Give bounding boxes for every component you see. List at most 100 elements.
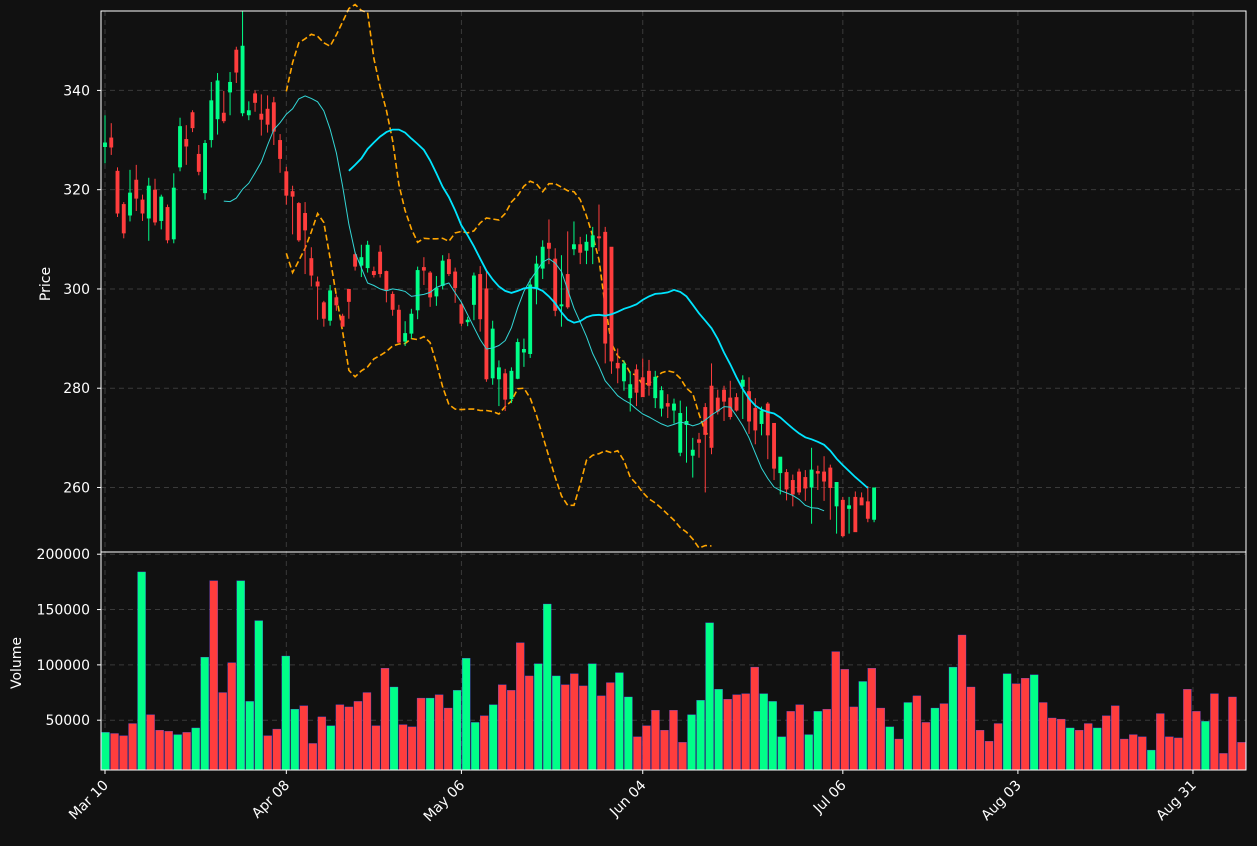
volume-bar — [651, 710, 660, 771]
volume-bar — [398, 724, 408, 771]
volume-bar — [714, 689, 723, 771]
volume-bar — [182, 732, 191, 771]
candle-body — [146, 185, 151, 219]
volume-bar — [732, 694, 741, 771]
volume-bar — [822, 708, 831, 771]
volume-bar — [1228, 696, 1237, 771]
candle-body — [221, 112, 226, 122]
price-panel: 260 280 300 320 340 Price — [38, 3, 1247, 553]
volume-bar — [876, 707, 886, 771]
volume-bar — [615, 672, 624, 771]
price-axis-label: Price — [38, 267, 54, 301]
candle-body — [603, 231, 608, 344]
candle-body — [765, 403, 770, 436]
volume-bar — [1156, 713, 1165, 771]
candle-body — [628, 384, 633, 399]
moving-averages — [223, 95, 869, 512]
candle-body — [828, 467, 833, 488]
candle-body — [190, 112, 195, 129]
candle-body — [597, 236, 601, 239]
volume-bar — [173, 734, 182, 771]
volume-bar — [407, 726, 417, 771]
volume-bar — [687, 714, 696, 771]
volume-bar — [696, 700, 705, 771]
volume-bar — [326, 725, 336, 771]
candle-body — [715, 397, 720, 412]
volume-bar — [1020, 678, 1030, 771]
volume-bar — [1183, 689, 1192, 771]
bollinger-lower-line — [285, 211, 712, 549]
volume-bar — [723, 699, 732, 771]
candle-body — [228, 81, 232, 93]
candle-body — [509, 370, 514, 400]
volume-bar — [218, 692, 227, 771]
candle-body — [371, 271, 376, 276]
price-y-axis: 260 280 300 320 340 — [63, 83, 101, 496]
candle-body — [184, 139, 189, 147]
candle-body — [196, 153, 201, 172]
candle-body — [853, 496, 858, 533]
candle-body — [590, 235, 595, 248]
candle-body — [640, 377, 645, 398]
candle-body — [859, 497, 864, 506]
candle-body — [753, 408, 758, 431]
long-moving-average-line — [348, 128, 869, 489]
candle-body — [697, 439, 701, 443]
candle-body — [453, 271, 458, 288]
volume-bar — [299, 705, 309, 771]
volume-bar — [948, 666, 958, 771]
volume-bar — [1237, 742, 1246, 771]
volume-bar — [993, 723, 1003, 771]
candle-body — [259, 113, 264, 120]
volume-bar — [389, 686, 399, 771]
candle-body — [159, 196, 164, 221]
candle-body — [378, 251, 383, 275]
volume-bar — [984, 741, 994, 771]
volume-bar — [1093, 727, 1102, 771]
volume-bar — [380, 668, 390, 771]
candle-body — [128, 192, 132, 216]
volume-bar — [155, 730, 164, 771]
volume-bar — [1120, 738, 1129, 771]
candle-body — [490, 328, 495, 379]
volume-bar — [1219, 753, 1228, 771]
candle-body — [253, 93, 258, 103]
candle-body — [365, 244, 370, 269]
volume-bar — [1011, 683, 1021, 771]
candle-body — [496, 367, 501, 380]
candle-body — [115, 170, 120, 214]
volume-bar — [561, 684, 570, 771]
volume-bar — [516, 642, 525, 771]
volume-bar — [1165, 736, 1174, 771]
volume-bar — [642, 725, 651, 771]
volume-bar — [425, 697, 435, 771]
volume-bar — [624, 696, 633, 771]
volume-bar — [867, 668, 877, 771]
volume-tick-label: 150000 — [37, 603, 90, 619]
candle-body — [790, 480, 795, 495]
candle-body — [403, 333, 408, 342]
volume-bar — [750, 666, 759, 771]
volume-bar — [209, 580, 218, 771]
volume-bar — [470, 722, 480, 771]
candle-body — [815, 471, 820, 474]
volume-bar — [290, 708, 299, 771]
candle-body — [759, 410, 764, 424]
candle-body — [471, 275, 476, 305]
candle-body — [665, 403, 670, 407]
candle-body — [328, 290, 333, 321]
candle-body — [478, 274, 483, 320]
volume-bar — [534, 663, 543, 771]
volume-tick-label: 100000 — [37, 658, 90, 674]
candle-body — [296, 203, 301, 241]
candle-body — [840, 499, 845, 537]
volume-bar — [443, 707, 453, 771]
volume-bar — [912, 695, 922, 771]
short-moving-average-line — [223, 95, 825, 512]
candle-body — [659, 390, 664, 409]
candle-body — [578, 244, 583, 253]
candle-body — [203, 143, 207, 194]
volume-bar — [1029, 674, 1039, 771]
volume-bar — [200, 656, 209, 771]
candle-body — [872, 487, 877, 520]
